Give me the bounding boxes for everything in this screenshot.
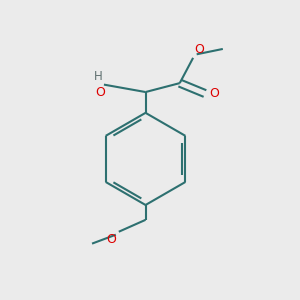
- Text: H: H: [94, 70, 102, 83]
- Text: O: O: [95, 86, 105, 99]
- Text: O: O: [195, 44, 205, 56]
- Text: O: O: [209, 87, 219, 100]
- Text: O: O: [106, 233, 116, 246]
